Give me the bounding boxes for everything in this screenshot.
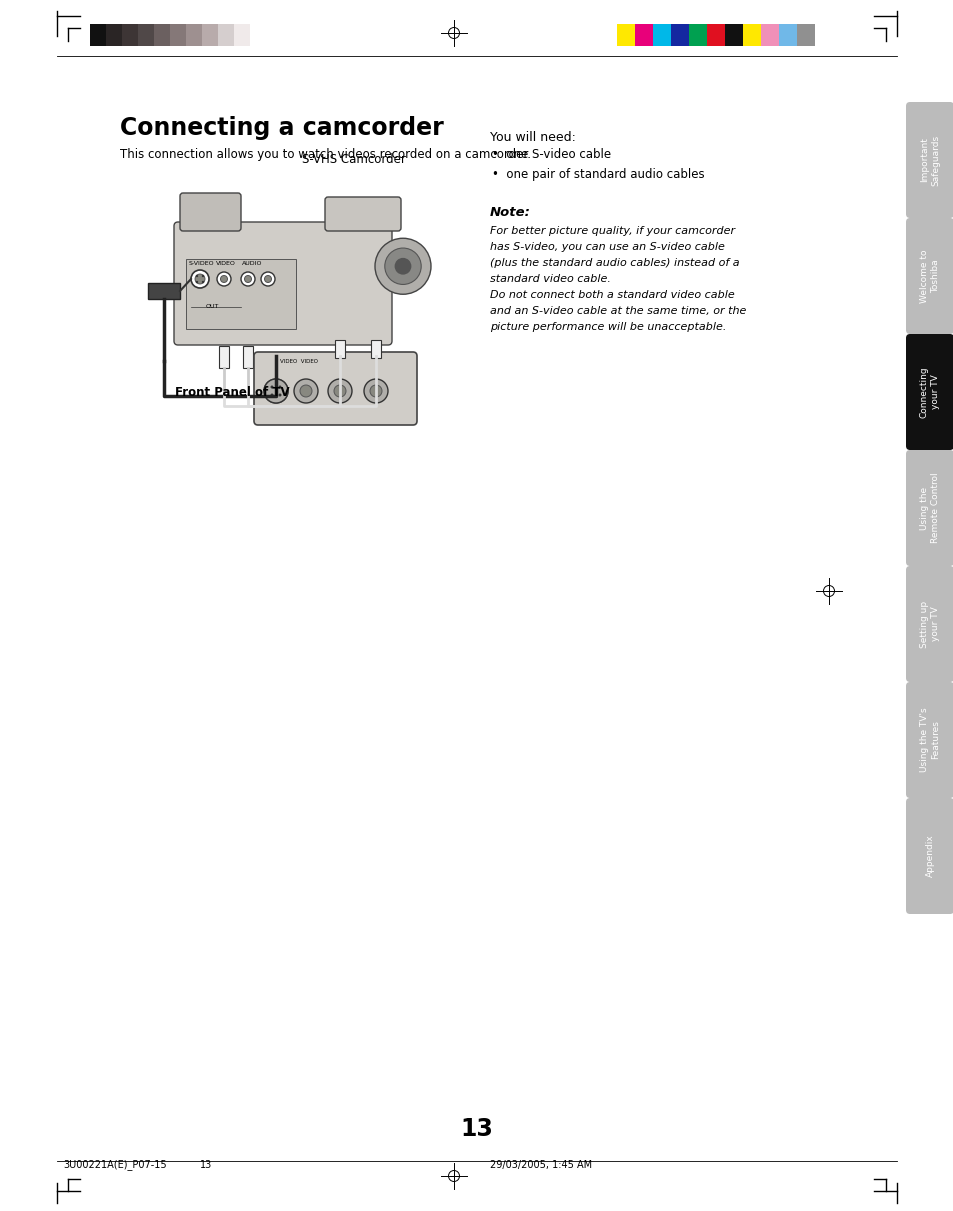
FancyBboxPatch shape [905, 334, 953, 450]
Circle shape [191, 270, 209, 288]
Bar [218, 24, 233, 46]
Circle shape [264, 379, 288, 403]
Text: •  one S-video cable: • one S-video cable [492, 148, 611, 161]
Circle shape [220, 275, 227, 282]
Bar [243, 346, 253, 368]
Circle shape [244, 275, 252, 282]
Text: VIDEO: VIDEO [215, 262, 235, 266]
Circle shape [270, 385, 282, 397]
Bar [148, 283, 180, 299]
Text: Connecting
your TV: Connecting your TV [919, 366, 939, 418]
Text: Front Panel of TV: Front Panel of TV [174, 386, 290, 398]
Circle shape [271, 385, 274, 389]
Circle shape [241, 272, 254, 286]
FancyBboxPatch shape [325, 197, 400, 231]
FancyBboxPatch shape [905, 566, 953, 682]
Bar [670, 24, 688, 46]
Circle shape [370, 385, 381, 397]
Circle shape [261, 272, 274, 286]
Circle shape [278, 394, 281, 396]
Circle shape [384, 248, 421, 285]
Text: AUDIO: AUDIO [242, 262, 262, 266]
Text: Welcome to
Toshiba: Welcome to Toshiba [919, 249, 939, 303]
Text: Note:: Note: [490, 206, 530, 219]
Text: Important
Safeguards: Important Safeguards [919, 134, 939, 185]
Circle shape [264, 275, 272, 282]
Text: standard video cable.: standard video cable. [490, 274, 610, 285]
Circle shape [278, 385, 281, 389]
Text: Using the TV's
Features: Using the TV's Features [919, 707, 939, 773]
FancyBboxPatch shape [253, 352, 416, 425]
FancyBboxPatch shape [905, 682, 953, 798]
Circle shape [194, 274, 205, 283]
Text: 3U00221A(E)_P07-15: 3U00221A(E)_P07-15 [63, 1159, 167, 1170]
FancyBboxPatch shape [905, 798, 953, 914]
Text: Connecting a camcorder: Connecting a camcorder [120, 116, 443, 140]
Text: 13: 13 [460, 1117, 493, 1141]
FancyBboxPatch shape [905, 102, 953, 218]
Bar [760, 24, 779, 46]
Text: 13: 13 [200, 1160, 212, 1170]
Bar [796, 24, 814, 46]
Text: S-VHS Camcorder: S-VHS Camcorder [302, 153, 405, 166]
Bar [106, 24, 122, 46]
Bar [122, 24, 138, 46]
Bar [233, 24, 250, 46]
Bar [688, 24, 706, 46]
Circle shape [202, 281, 204, 283]
Bar [706, 24, 724, 46]
Circle shape [375, 239, 431, 294]
Bar [635, 24, 652, 46]
Text: For better picture quality, if your camcorder: For better picture quality, if your camc… [490, 226, 735, 236]
Bar [617, 24, 635, 46]
Circle shape [202, 275, 204, 277]
Bar [153, 24, 170, 46]
Text: OUT: OUT [206, 304, 219, 309]
Circle shape [328, 379, 352, 403]
Circle shape [195, 281, 198, 283]
Bar [724, 24, 742, 46]
Text: Using the
Remote Control: Using the Remote Control [919, 472, 939, 544]
Bar [90, 24, 106, 46]
Circle shape [195, 275, 198, 277]
Circle shape [216, 272, 231, 286]
Circle shape [264, 379, 288, 403]
Bar [170, 24, 186, 46]
Text: Appendix: Appendix [924, 834, 934, 878]
FancyBboxPatch shape [905, 450, 953, 566]
Bar [202, 24, 218, 46]
Bar [742, 24, 760, 46]
Circle shape [364, 379, 388, 403]
Circle shape [294, 379, 317, 403]
Text: This connection allows you to watch videos recorded on a camcorder.: This connection allows you to watch vide… [120, 148, 531, 161]
FancyBboxPatch shape [905, 218, 953, 334]
Text: 29/03/2005, 1:45 AM: 29/03/2005, 1:45 AM [490, 1160, 592, 1170]
Bar [186, 24, 202, 46]
Text: Setting up
your TV: Setting up your TV [919, 601, 939, 648]
Text: (plus the standard audio cables) instead of a: (plus the standard audio cables) instead… [490, 258, 739, 268]
Bar [335, 340, 345, 358]
Text: VIDEO  VIDEO: VIDEO VIDEO [280, 358, 317, 365]
Circle shape [299, 385, 312, 397]
Text: •  one pair of standard audio cables: • one pair of standard audio cables [492, 168, 704, 180]
FancyBboxPatch shape [180, 193, 241, 231]
Circle shape [271, 394, 274, 396]
FancyBboxPatch shape [173, 222, 392, 345]
Circle shape [334, 385, 346, 397]
Text: Do not connect both a standard video cable: Do not connect both a standard video cab… [490, 289, 734, 300]
Text: picture performance will be unacceptable.: picture performance will be unacceptable… [490, 322, 725, 332]
Text: S-VIDEO: S-VIDEO [189, 262, 214, 266]
Text: and an S-video cable at the same time, or the: and an S-video cable at the same time, o… [490, 306, 745, 316]
Bar [371, 340, 380, 358]
Circle shape [395, 258, 411, 275]
Text: has S-video, you can use an S-video cable: has S-video, you can use an S-video cabl… [490, 242, 724, 252]
Bar [219, 346, 229, 368]
Bar [186, 259, 295, 329]
Text: You will need:: You will need: [490, 131, 576, 144]
Bar [652, 24, 670, 46]
Bar [779, 24, 796, 46]
Bar [138, 24, 153, 46]
